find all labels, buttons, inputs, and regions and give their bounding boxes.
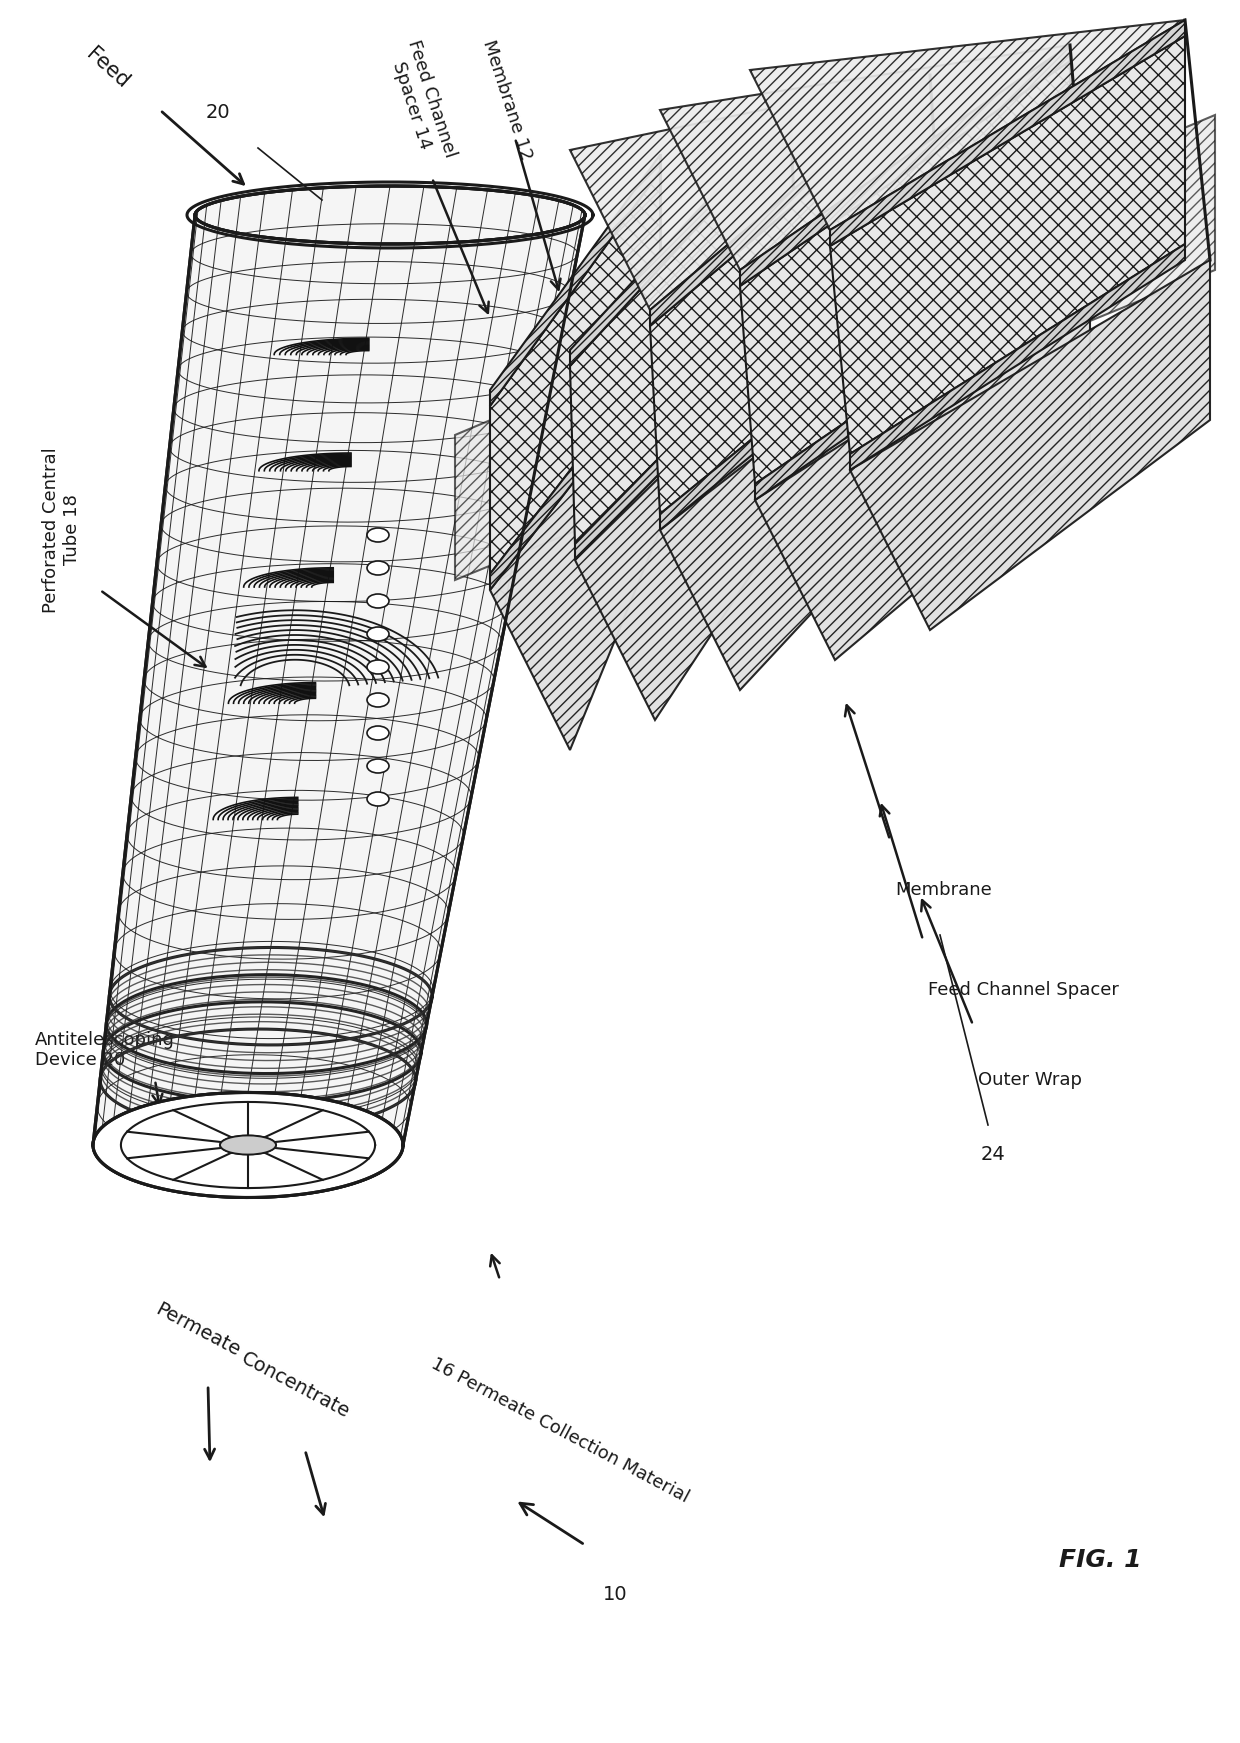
Ellipse shape: [367, 594, 389, 608]
Text: Antitelescoping
Device 20: Antitelescoping Device 20: [35, 1030, 175, 1070]
Polygon shape: [830, 19, 1185, 246]
Polygon shape: [570, 125, 790, 544]
Ellipse shape: [367, 561, 389, 575]
Text: Feed Channel
Spacer 14: Feed Channel Spacer 14: [384, 38, 459, 167]
Text: Permeate: Permeate: [153, 1300, 243, 1360]
Polygon shape: [570, 75, 930, 310]
Polygon shape: [750, 19, 1185, 230]
Ellipse shape: [367, 627, 389, 641]
Polygon shape: [650, 91, 930, 514]
Polygon shape: [490, 155, 660, 406]
Polygon shape: [660, 45, 1070, 270]
Polygon shape: [650, 75, 930, 326]
Polygon shape: [93, 1093, 403, 1197]
Polygon shape: [740, 61, 1070, 485]
Polygon shape: [740, 45, 1070, 286]
Text: 16 Permeate Collection Material: 16 Permeate Collection Material: [428, 1354, 692, 1506]
Polygon shape: [455, 115, 1215, 580]
Text: Feed Channel Spacer: Feed Channel Spacer: [928, 981, 1118, 999]
Polygon shape: [490, 370, 660, 749]
Polygon shape: [570, 110, 790, 366]
Text: Concentrate: Concentrate: [238, 1349, 352, 1422]
Text: Perforated Central
Tube 18: Perforated Central Tube 18: [42, 448, 81, 614]
Text: 20: 20: [206, 103, 231, 122]
Polygon shape: [660, 310, 945, 690]
Text: Outer Wrap: Outer Wrap: [978, 1070, 1083, 1089]
Polygon shape: [755, 286, 1090, 661]
Polygon shape: [575, 340, 800, 720]
Polygon shape: [755, 268, 1070, 500]
Polygon shape: [830, 37, 1185, 453]
Ellipse shape: [367, 661, 389, 675]
Polygon shape: [575, 324, 790, 560]
Text: 10: 10: [603, 1586, 627, 1605]
Polygon shape: [849, 260, 1210, 629]
Polygon shape: [490, 171, 660, 573]
Ellipse shape: [367, 528, 389, 542]
Polygon shape: [93, 187, 585, 1197]
Ellipse shape: [367, 694, 389, 708]
Text: Membrane 12: Membrane 12: [479, 38, 534, 162]
Text: Membrane: Membrane: [895, 880, 992, 899]
Polygon shape: [660, 295, 930, 530]
Polygon shape: [849, 244, 1185, 471]
Ellipse shape: [367, 758, 389, 772]
Ellipse shape: [367, 727, 389, 741]
Text: Feed: Feed: [83, 44, 133, 92]
Ellipse shape: [367, 791, 389, 805]
Ellipse shape: [221, 1135, 275, 1154]
Text: FIG. 1: FIG. 1: [1059, 1548, 1141, 1572]
Text: 24: 24: [981, 1145, 1006, 1164]
Polygon shape: [490, 354, 660, 589]
